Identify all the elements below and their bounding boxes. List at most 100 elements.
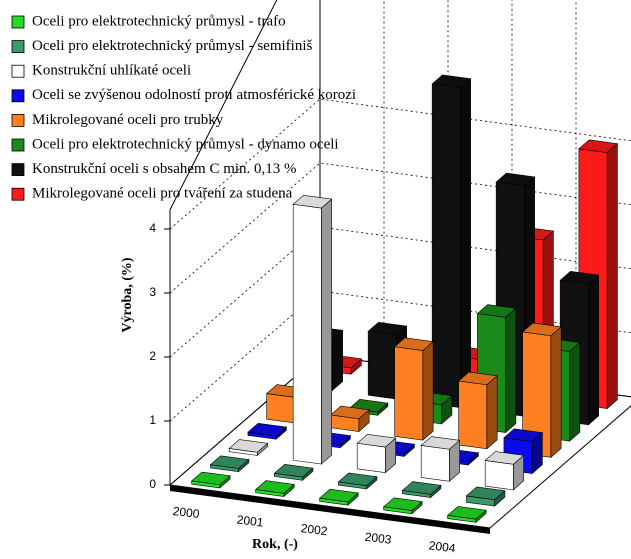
grid-line bbox=[169, 290, 631, 422]
grid-line bbox=[169, 226, 631, 358]
legend-swatch bbox=[11, 40, 25, 53]
bar bbox=[329, 405, 370, 433]
bar bbox=[318, 488, 359, 506]
legend-label: Oceli pro elektrotechnický průmysl - tra… bbox=[32, 13, 286, 29]
bar bbox=[465, 486, 506, 507]
bar-top bbox=[356, 434, 397, 448]
legend-label: Mikrolegované oceli pro trubky bbox=[32, 112, 224, 128]
bar-top bbox=[420, 436, 461, 450]
legend-label: Mikrolegované oceli pro tváření za stude… bbox=[32, 186, 293, 202]
legend-label: Oceli se zvýšenou odolností proti atmosf… bbox=[32, 87, 356, 103]
bar bbox=[420, 436, 461, 482]
x-tick-label: 2001 bbox=[236, 513, 265, 530]
bar-top bbox=[431, 74, 472, 88]
legend-swatch bbox=[11, 138, 25, 152]
bar-top bbox=[457, 371, 498, 386]
bar-top bbox=[329, 405, 370, 420]
bar bbox=[521, 322, 562, 458]
bar-front bbox=[356, 442, 386, 473]
legend-swatch bbox=[11, 64, 25, 78]
x-tick-label: 2003 bbox=[364, 530, 393, 547]
bar bbox=[337, 472, 378, 490]
x-axis-title: Rok, (-) bbox=[252, 537, 298, 552]
y-tick-label: 4 bbox=[149, 221, 156, 235]
bar bbox=[393, 337, 434, 441]
bar-side bbox=[422, 340, 434, 441]
bar-top bbox=[484, 451, 525, 465]
y-tick-label: 2 bbox=[149, 349, 156, 363]
legend-swatch bbox=[11, 89, 25, 103]
bar-side bbox=[588, 274, 599, 426]
bar-top bbox=[521, 322, 562, 337]
bar-front bbox=[292, 203, 322, 465]
bar bbox=[382, 497, 423, 515]
bar-side bbox=[505, 307, 517, 434]
bar-side bbox=[486, 375, 498, 450]
bar-side bbox=[321, 198, 332, 465]
bar-top bbox=[382, 497, 423, 511]
bar bbox=[401, 481, 442, 499]
bar-top bbox=[476, 304, 517, 318]
bar bbox=[228, 439, 269, 457]
grid-line bbox=[169, 162, 631, 294]
bar-side bbox=[460, 78, 471, 409]
bar-top bbox=[503, 428, 544, 442]
bar-top bbox=[465, 486, 506, 501]
bar-side bbox=[569, 341, 581, 442]
y-tick-label: 3 bbox=[149, 285, 156, 299]
legend-swatch bbox=[11, 187, 25, 201]
bar-top bbox=[578, 139, 619, 153]
y-tick-label: 1 bbox=[149, 413, 156, 427]
bar-side bbox=[550, 326, 562, 458]
bar-front bbox=[394, 346, 424, 441]
bar-top bbox=[401, 481, 442, 495]
bar bbox=[190, 471, 231, 489]
bar bbox=[247, 422, 288, 440]
y-axis-title: Výroba, (%) bbox=[120, 257, 135, 333]
grid-line bbox=[169, 98, 631, 230]
bar-top bbox=[495, 172, 536, 187]
bar bbox=[209, 455, 250, 473]
legend-label: Konstrukční uhlíkaté oceli bbox=[32, 63, 191, 79]
bar-front bbox=[420, 445, 450, 482]
bar bbox=[273, 464, 314, 481]
bar-top bbox=[247, 422, 288, 437]
x-tick-label: 2000 bbox=[172, 504, 201, 521]
bar-top bbox=[190, 471, 231, 486]
legend: Oceli pro elektrotechnický průmysl - tra… bbox=[11, 13, 356, 202]
bar-top bbox=[337, 472, 378, 487]
bar bbox=[484, 451, 525, 491]
legend-label: Oceli pro elektrotechnický průmysl - dyn… bbox=[32, 136, 339, 152]
bar bbox=[356, 434, 397, 474]
bar-top bbox=[393, 337, 434, 351]
bar-front bbox=[431, 83, 461, 408]
y-tick-label: 0 bbox=[149, 477, 156, 491]
bar-front bbox=[266, 393, 296, 424]
bar-top bbox=[367, 322, 408, 336]
legend-label: Konstrukční oceli s obsahem C min. 0,13 … bbox=[32, 161, 297, 177]
bar-top bbox=[292, 195, 333, 209]
plot-frame: 0 1 2 3 4 2000 2001 2002 2003 2004 bbox=[149, 0, 631, 555]
bar-top bbox=[318, 488, 359, 503]
bar-top bbox=[559, 271, 600, 285]
legend-swatch bbox=[11, 114, 25, 127]
bar-front bbox=[484, 460, 514, 491]
legend-label: Oceli pro elektrotechnický průmysl - sem… bbox=[32, 38, 313, 54]
floor-edge bbox=[170, 485, 490, 534]
x-tick-label: 2002 bbox=[300, 521, 329, 538]
x-tick-label: 2004 bbox=[428, 538, 457, 555]
bar bbox=[457, 371, 498, 450]
grid-line bbox=[169, 354, 631, 486]
bar-front bbox=[367, 330, 397, 400]
bar-top bbox=[446, 506, 487, 520]
bar-side bbox=[332, 329, 343, 392]
bars bbox=[190, 74, 619, 523]
bar-front bbox=[458, 380, 488, 450]
bar-top bbox=[209, 455, 250, 469]
bar bbox=[254, 480, 295, 498]
bar-side bbox=[606, 142, 618, 410]
bar-top bbox=[273, 464, 314, 478]
bar bbox=[292, 195, 333, 465]
bar-top bbox=[254, 480, 295, 494]
